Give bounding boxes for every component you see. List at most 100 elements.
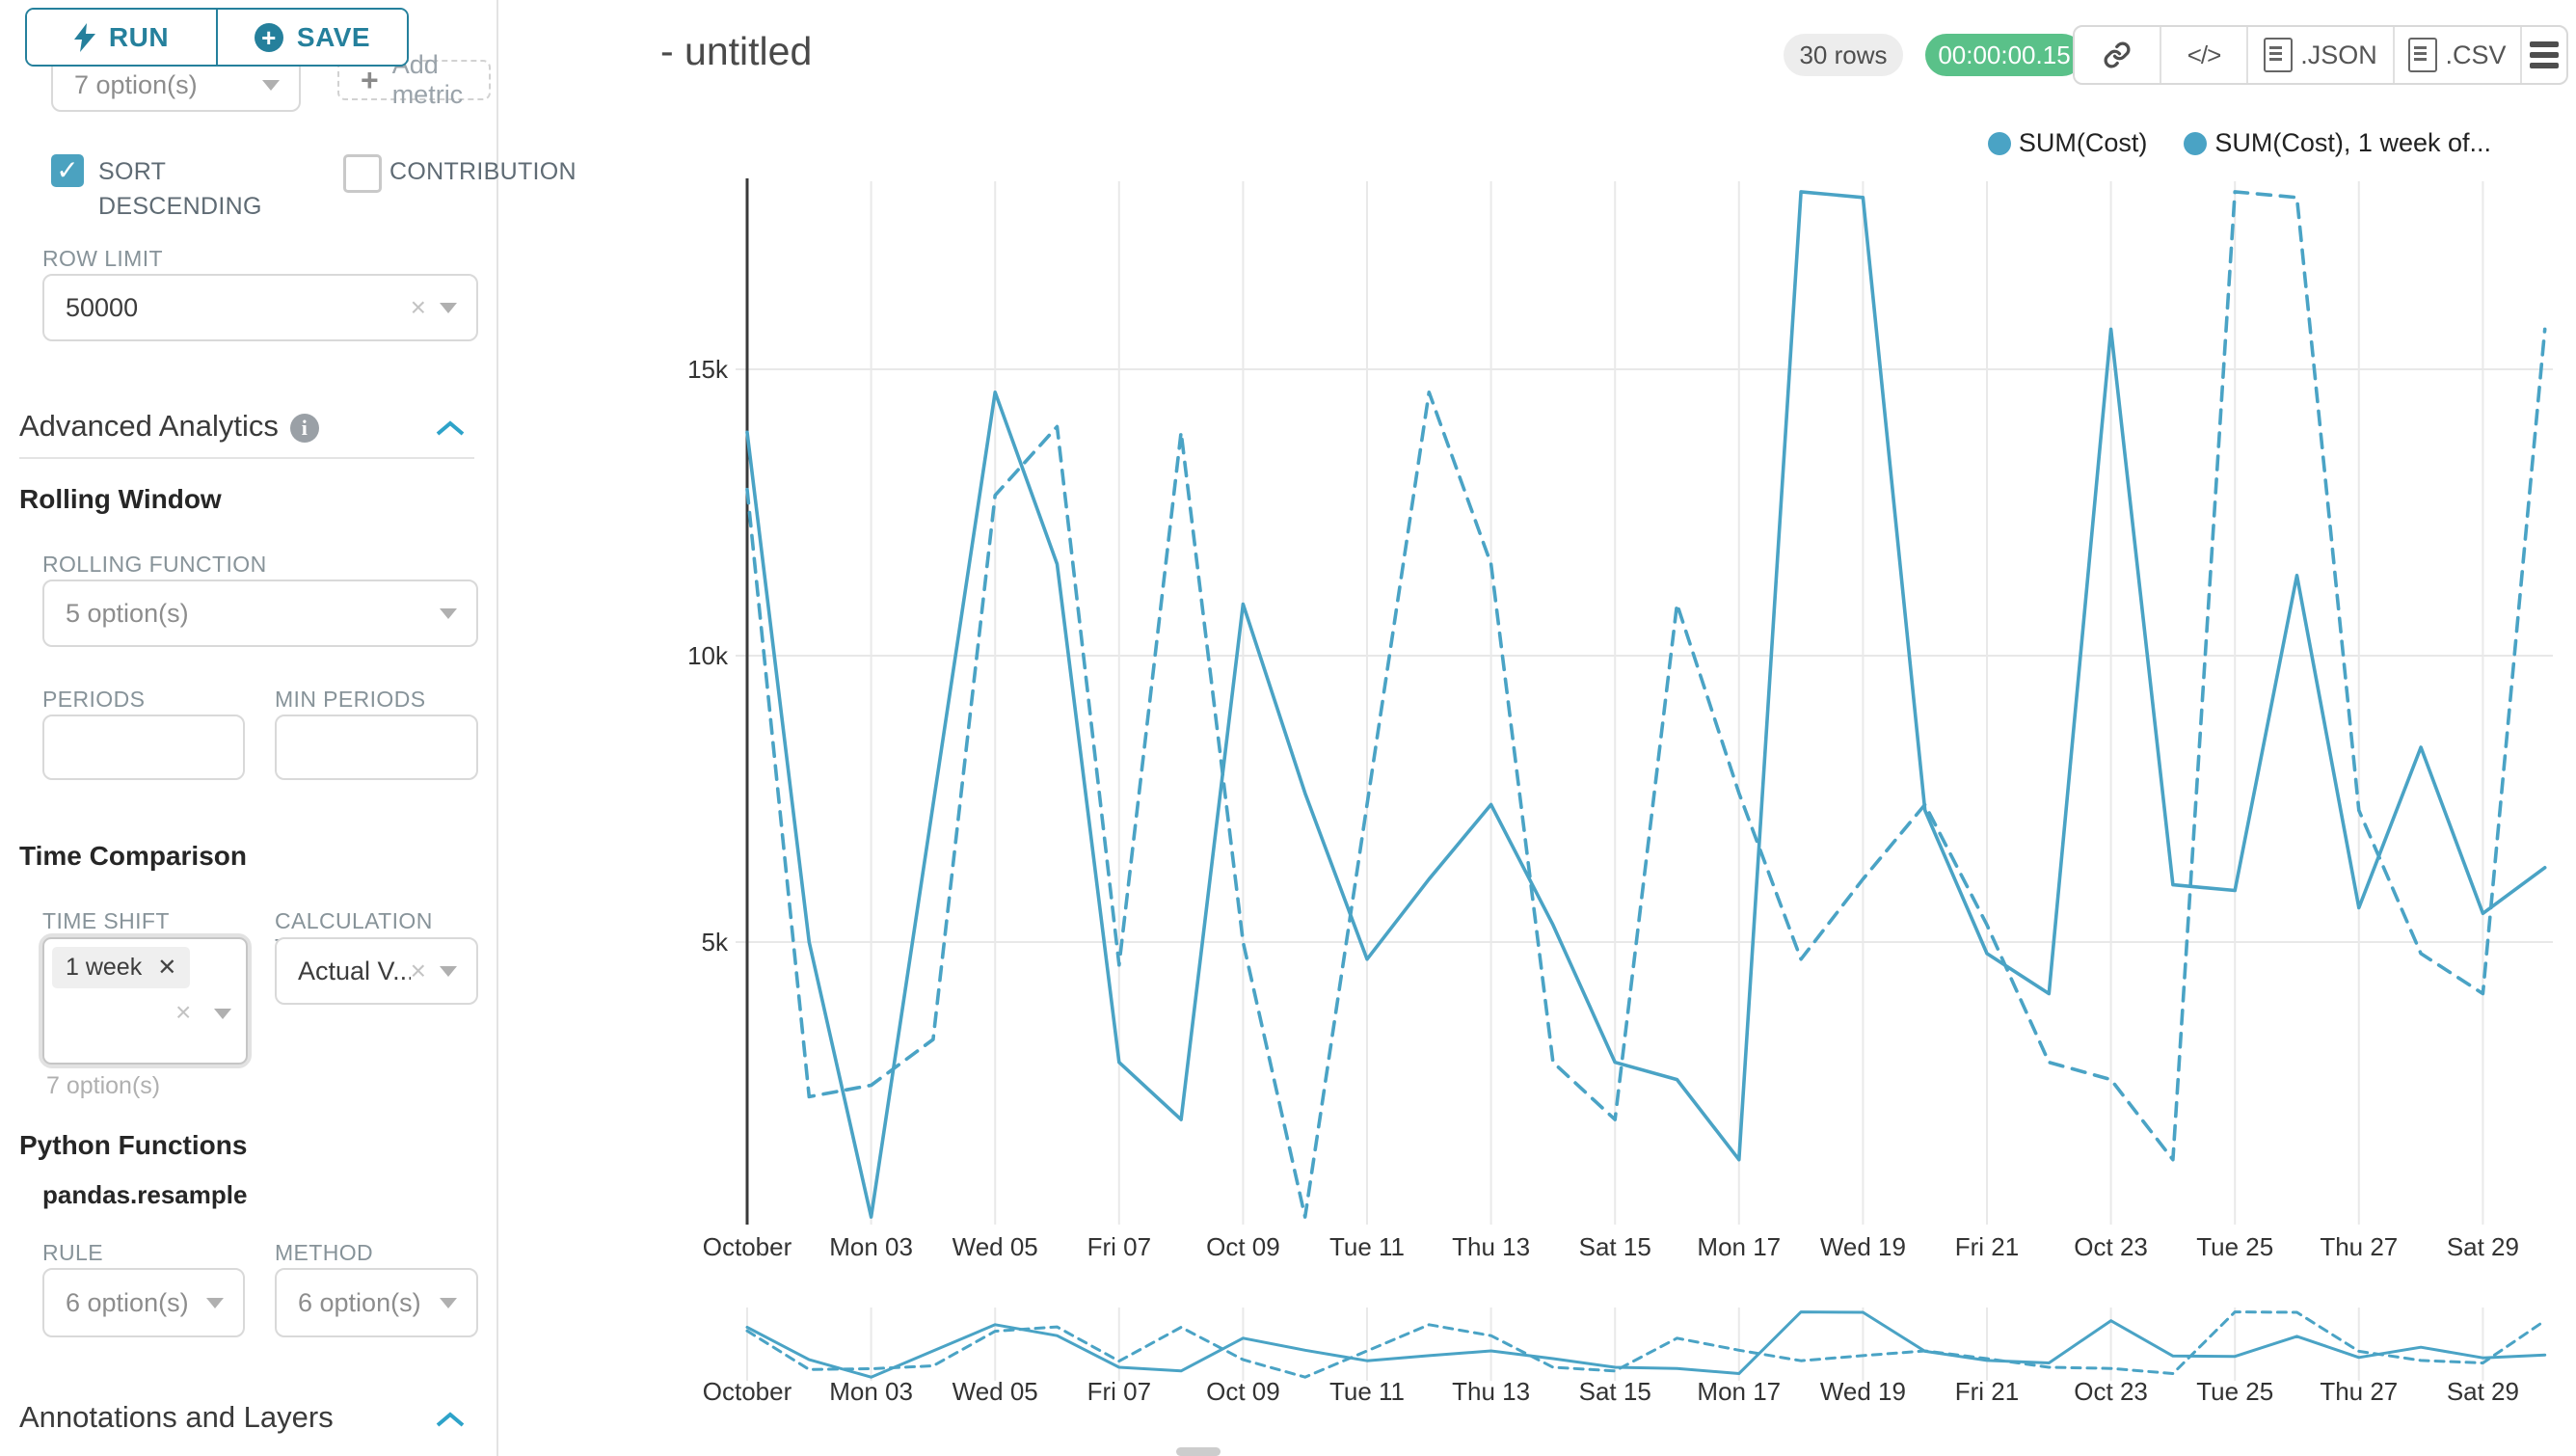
- svg-text:Wed 19: Wed 19: [1820, 1377, 1906, 1406]
- svg-text:10k: 10k: [687, 641, 729, 670]
- save-button[interactable]: + SAVE: [218, 10, 407, 65]
- row-limit-label: ROW LIMIT: [42, 246, 163, 271]
- share-link-button[interactable]: [2075, 27, 2160, 83]
- chevron-down-icon: [214, 1009, 231, 1019]
- periods-label: PERIODS: [42, 687, 146, 712]
- svg-text:Sat 15: Sat 15: [1579, 1377, 1651, 1406]
- chevron-down-icon: [206, 1297, 224, 1308]
- csv-file-icon: [2408, 38, 2438, 72]
- chart-title[interactable]: - untitled: [660, 29, 813, 73]
- row-limit-select[interactable]: 50000 ×: [42, 274, 478, 341]
- resample-label: pandas.resample: [42, 1180, 248, 1209]
- advanced-analytics-title: Advanced Analytics: [19, 409, 279, 443]
- export-json-button[interactable]: .JSON: [2246, 27, 2393, 83]
- info-icon: i: [289, 413, 319, 443]
- export-json-label: .JSON: [2300, 40, 2377, 69]
- svg-text:October: October: [703, 1377, 792, 1406]
- svg-text:Mon 17: Mon 17: [1697, 1377, 1781, 1406]
- plus-icon: +: [361, 63, 379, 97]
- export-csv-button[interactable]: .CSV: [2393, 27, 2520, 83]
- svg-text:Sat 15: Sat 15: [1579, 1232, 1651, 1261]
- svg-text:Fri 07: Fri 07: [1087, 1377, 1151, 1406]
- svg-text:Oct 09: Oct 09: [1206, 1232, 1280, 1261]
- svg-text:Wed 05: Wed 05: [953, 1232, 1038, 1261]
- rule-select[interactable]: 6 option(s): [42, 1268, 245, 1337]
- svg-text:Thu 13: Thu 13: [1452, 1232, 1530, 1261]
- svg-text:Tue 11: Tue 11: [1329, 1232, 1405, 1261]
- svg-text:Thu 27: Thu 27: [2320, 1232, 2398, 1261]
- calculation-type-select[interactable]: Actual V... ×: [275, 937, 478, 1005]
- run-save-button-group: RUN + SAVE: [25, 8, 409, 67]
- export-csv-label: .CSV: [2445, 40, 2507, 69]
- chart-legend: SUM(Cost) SUM(Cost), 1 week of...: [1987, 128, 2491, 158]
- horizontal-scrollbar[interactable]: [1176, 1447, 1221, 1456]
- sort-descending-checkbox[interactable]: ✓: [51, 154, 84, 187]
- rolling-function-value: 5 option(s): [66, 598, 189, 628]
- time-comparison-title: Time Comparison: [19, 841, 247, 871]
- svg-text:Sat 29: Sat 29: [2447, 1377, 2519, 1406]
- save-button-label: SAVE: [296, 21, 371, 52]
- svg-text:Oct 23: Oct 23: [2074, 1377, 2148, 1406]
- svg-text:Tue 25: Tue 25: [2196, 1377, 2273, 1406]
- legend-item-sum-cost-offset[interactable]: SUM(Cost), 1 week of...: [2184, 128, 2491, 158]
- rolling-function-label: ROLLING FUNCTION: [42, 552, 267, 577]
- annotations-header[interactable]: Annotations and Layers: [19, 1400, 334, 1435]
- legend-label: SUM(Cost): [2018, 128, 2148, 157]
- method-select[interactable]: 6 option(s): [275, 1268, 478, 1337]
- time-shift-tag: 1 week ✕: [52, 947, 191, 988]
- svg-text:Mon 03: Mon 03: [829, 1232, 913, 1261]
- time-shift-multiselect[interactable]: 1 week ✕ ×: [39, 933, 252, 1068]
- clear-icon[interactable]: ×: [410, 956, 426, 985]
- clear-icon[interactable]: ×: [410, 292, 426, 322]
- legend-dot-icon: [1987, 131, 2011, 155]
- advanced-analytics-header[interactable]: Advanced Analytics i: [19, 409, 319, 444]
- method-value: 6 option(s): [298, 1287, 421, 1317]
- run-button[interactable]: RUN: [27, 10, 218, 65]
- svg-text:Wed 05: Wed 05: [953, 1377, 1038, 1406]
- time-shift-hint: 7 option(s): [46, 1072, 161, 1099]
- time-shift-tag-label: 1 week: [66, 954, 143, 981]
- min-periods-label: MIN PERIODS: [275, 687, 426, 712]
- groupby-select[interactable]: 7 option(s): [51, 58, 301, 112]
- chart-menu-button[interactable]: [2520, 27, 2566, 83]
- rule-label: RULE: [42, 1240, 103, 1265]
- chevron-down-icon: [440, 1297, 457, 1308]
- svg-text:October: October: [703, 1232, 792, 1261]
- legend-label: SUM(Cost), 1 week of...: [2214, 128, 2491, 157]
- svg-text:Mon 03: Mon 03: [829, 1377, 913, 1406]
- collapse-chevron-icon[interactable]: [436, 1412, 465, 1427]
- legend-dot-icon: [2184, 131, 2208, 155]
- chevron-down-icon: [440, 965, 457, 977]
- svg-text:Oct 23: Oct 23: [2074, 1232, 2148, 1261]
- view-query-button[interactable]: </>: [2160, 27, 2246, 83]
- contribution-checkbox[interactable]: [343, 154, 382, 193]
- min-periods-input[interactable]: [275, 715, 478, 780]
- link-icon: [2104, 41, 2131, 68]
- svg-text:Mon 17: Mon 17: [1697, 1232, 1781, 1261]
- python-functions-title: Python Functions: [19, 1130, 248, 1160]
- groupby-value: 7 option(s): [74, 69, 198, 99]
- calculation-type-value: Actual V...: [298, 956, 411, 985]
- collapse-chevron-icon[interactable]: [436, 420, 465, 436]
- sort-descending-label: SORT DESCENDING: [98, 158, 262, 220]
- section-divider: [19, 457, 474, 459]
- legend-item-sum-cost[interactable]: SUM(Cost): [1987, 128, 2148, 158]
- rolling-function-select[interactable]: 5 option(s): [42, 580, 478, 647]
- svg-text:Sat 29: Sat 29: [2447, 1232, 2519, 1261]
- method-label: METHOD: [275, 1240, 374, 1265]
- svg-text:Thu 13: Thu 13: [1452, 1377, 1530, 1406]
- chevron-down-icon: [440, 302, 457, 313]
- clear-icon[interactable]: ×: [175, 997, 192, 1027]
- code-icon: </>: [2187, 40, 2222, 69]
- svg-text:Wed 19: Wed 19: [1820, 1232, 1906, 1261]
- run-button-label: RUN: [108, 21, 170, 52]
- json-file-icon: [2264, 38, 2294, 72]
- annotations-title: Annotations and Layers: [19, 1400, 334, 1434]
- svg-text:Oct 09: Oct 09: [1206, 1377, 1280, 1406]
- control-sidebar: RUN + SAVE 7 option(s) + Add metric ✓ SO…: [0, 0, 577, 1456]
- svg-text:Thu 27: Thu 27: [2320, 1377, 2398, 1406]
- bolt-icon: [73, 22, 95, 52]
- remove-tag-icon[interactable]: ✕: [157, 955, 177, 981]
- periods-input[interactable]: [42, 715, 245, 780]
